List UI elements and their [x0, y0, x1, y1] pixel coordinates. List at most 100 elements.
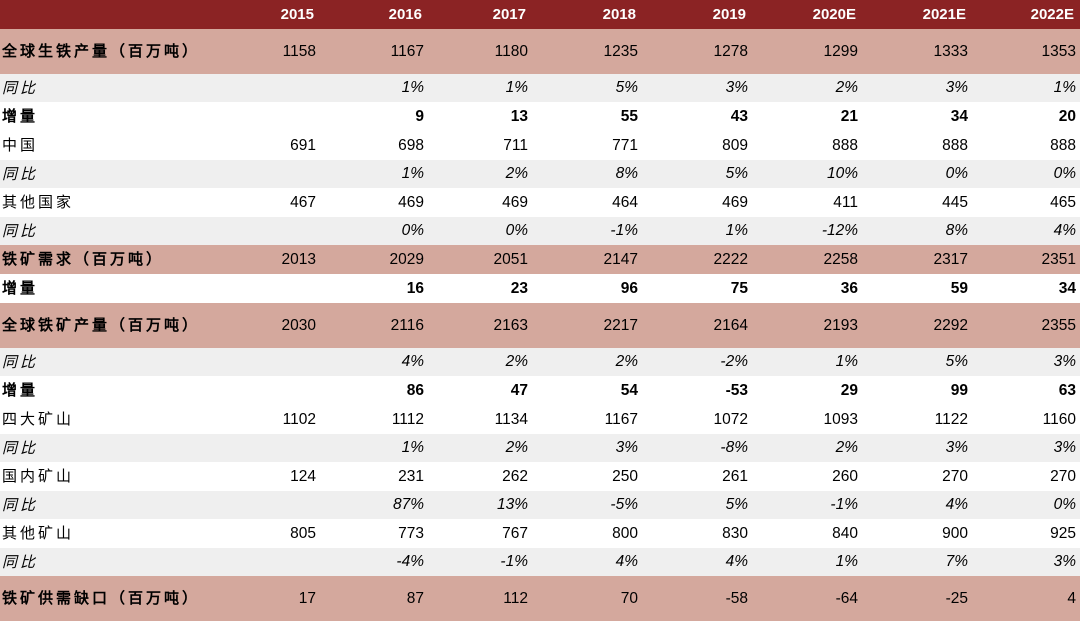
- header-year: 2019: [712, 6, 746, 23]
- cell: 469: [722, 193, 748, 211]
- row-label: 同比: [2, 495, 39, 514]
- table-row: 同比 1% 1% 5% 3% 2% 3% 1%: [0, 74, 1080, 102]
- cell: 2%: [505, 439, 528, 456]
- table-row: 全球生铁产量（百万吨） 1158 1167 1180 1235 1278 129…: [0, 29, 1080, 74]
- cell: -64: [835, 589, 858, 607]
- header-year: 2016: [388, 6, 422, 23]
- cell: -1%: [610, 222, 638, 239]
- cell: 1%: [725, 222, 748, 239]
- cell: 1%: [505, 79, 528, 96]
- cell: [202, 102, 320, 131]
- cell: 767: [502, 524, 528, 542]
- cell: 5%: [725, 496, 748, 513]
- cell: [202, 217, 320, 245]
- header-row: 2015 2016 2017 2018 2019 2020E 2021E 202…: [0, 0, 1080, 29]
- cell: 3%: [945, 79, 968, 96]
- cell: 0%: [401, 222, 424, 239]
- cell: 3%: [615, 439, 638, 456]
- cell: 86: [406, 381, 424, 399]
- cell: 13%: [496, 496, 528, 513]
- cell: 4%: [1053, 222, 1076, 239]
- cell: 2317: [933, 250, 968, 268]
- cell: 464: [612, 193, 638, 211]
- header-year: 2017: [492, 6, 526, 23]
- cell: 4%: [945, 496, 968, 513]
- cell: 2%: [505, 165, 528, 182]
- cell: [202, 160, 320, 188]
- row-label: 国内矿山: [2, 467, 75, 485]
- cell: 809: [722, 136, 748, 154]
- cell: 270: [942, 467, 968, 485]
- row-label: 同比: [2, 164, 39, 183]
- cell: 2013: [281, 250, 316, 268]
- cell: 925: [1050, 524, 1076, 542]
- cell: 2029: [389, 250, 424, 268]
- cell: -8%: [720, 439, 748, 456]
- header-year: 2015: [280, 6, 314, 23]
- row-label: 同比: [2, 221, 39, 240]
- header-year: 2022E: [1030, 6, 1074, 23]
- cell: 1353: [1041, 42, 1076, 60]
- table-row: 国内矿山 124 231 262 250 261 260 270 270: [0, 462, 1080, 491]
- cell: 59: [950, 279, 968, 297]
- row-label: 同比: [2, 438, 39, 457]
- cell: 2258: [823, 250, 858, 268]
- row-label: 同比: [2, 78, 39, 97]
- cell: 262: [502, 467, 528, 485]
- cell: 3%: [945, 439, 968, 456]
- cell: 34: [1058, 279, 1076, 297]
- cell: 4%: [725, 553, 748, 570]
- cell: 3%: [1053, 553, 1076, 570]
- cell: 411: [833, 193, 858, 211]
- cell: 2030: [281, 316, 316, 334]
- cell: 1158: [282, 42, 316, 60]
- cell: -4%: [396, 553, 424, 570]
- table-row: 同比 87% 13% -5% 5% -1% 4% 0%: [0, 491, 1080, 519]
- cell: 9: [415, 107, 424, 125]
- cell: 465: [1050, 193, 1076, 211]
- cell: 467: [290, 193, 316, 211]
- cell: 8%: [945, 222, 968, 239]
- cell: 888: [1050, 136, 1076, 154]
- cell: 63: [1058, 381, 1076, 399]
- cell: 96: [620, 279, 638, 297]
- table-row: 同比 -4% -1% 4% 4% 1% 7% 3%: [0, 548, 1080, 576]
- cell: 0%: [945, 165, 968, 182]
- cell: 3%: [725, 79, 748, 96]
- cell: 3%: [1053, 439, 1076, 456]
- table-row: 全球铁矿产量（百万吨） 2030 2116 2163 2217 2164 219…: [0, 303, 1080, 348]
- cell: 17: [298, 589, 316, 607]
- cell: 1112: [391, 410, 424, 428]
- cell: 2351: [1041, 250, 1076, 268]
- table-row: 同比 0% 0% -1% 1% -12% 8% 4%: [0, 217, 1080, 245]
- cell: 2%: [835, 79, 858, 96]
- cell: 2147: [603, 250, 638, 268]
- cell: 691: [290, 136, 316, 154]
- cell: 1134: [494, 410, 528, 428]
- cell: 900: [942, 524, 968, 542]
- row-label: 全球铁矿产量（百万吨）: [2, 316, 201, 334]
- cell: 70: [620, 589, 638, 607]
- cell: 2051: [493, 250, 528, 268]
- table-row: 同比 4% 2% 2% -2% 1% 5% 3%: [0, 348, 1080, 376]
- cell: 4%: [401, 353, 424, 370]
- cell: 7%: [945, 553, 968, 570]
- cell: 2163: [493, 316, 528, 334]
- cell: 4: [1067, 589, 1076, 607]
- cell: 87%: [392, 496, 424, 513]
- cell: 8%: [615, 165, 638, 182]
- cell: 21: [840, 107, 858, 125]
- cell: 55: [620, 107, 638, 125]
- cell: 231: [398, 467, 424, 485]
- cell: 1333: [933, 42, 968, 60]
- cell: 75: [730, 279, 748, 297]
- cell: 2116: [390, 316, 424, 334]
- cell: 1%: [835, 353, 858, 370]
- cell: 16: [406, 279, 424, 297]
- cell: 830: [722, 524, 748, 542]
- cell: [202, 491, 320, 519]
- table-row: 同比 1% 2% 8% 5% 10% 0% 0%: [0, 160, 1080, 188]
- row-label: 铁矿供需缺口（百万吨）: [2, 589, 201, 607]
- cell: 124: [290, 467, 316, 485]
- cell: -12%: [821, 222, 858, 239]
